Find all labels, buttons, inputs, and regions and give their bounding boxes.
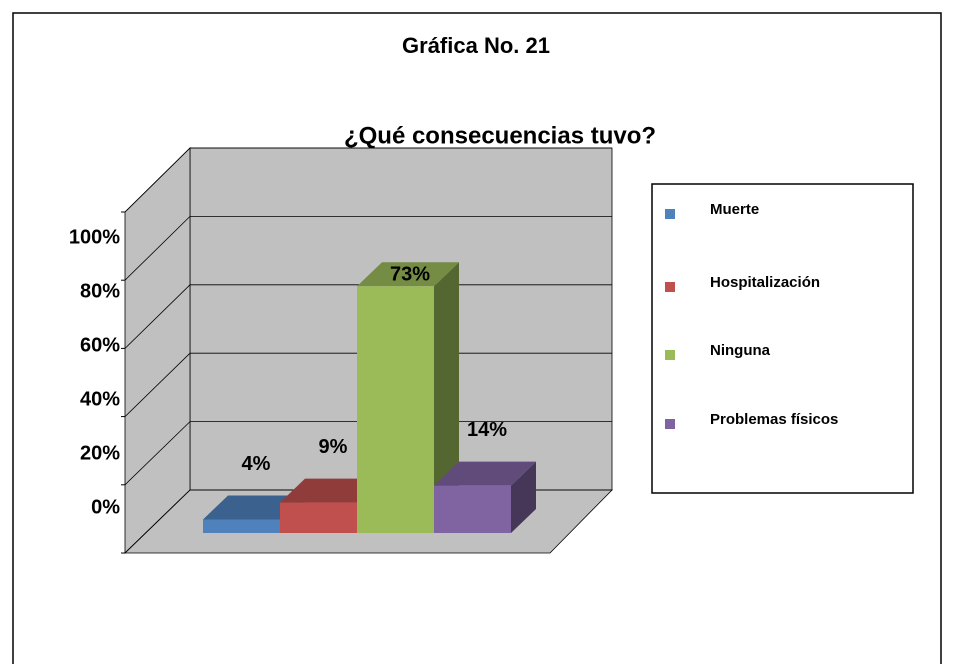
legend-swatch <box>665 282 675 292</box>
legend-label: Problemas físicos <box>710 411 838 428</box>
y-tick-label: 40% <box>80 388 120 410</box>
bar-top <box>434 461 536 486</box>
value-label: 73% <box>390 264 430 286</box>
value-label: 4% <box>242 453 271 475</box>
chart-subtitle: ¿Qué consecuencias tuvo? <box>344 122 656 149</box>
bar-top <box>203 495 305 520</box>
bar-side <box>434 262 459 533</box>
grid-line <box>124 421 191 486</box>
side-wall <box>124 147 191 554</box>
legend-swatch <box>665 419 675 429</box>
value-label: 9% <box>319 436 348 458</box>
grid-line <box>124 284 191 349</box>
bar <box>280 502 357 533</box>
bar-side <box>511 461 536 533</box>
legend-label: Ninguna <box>710 342 771 359</box>
bar-top <box>357 262 459 287</box>
frame <box>12 12 942 664</box>
legend-swatch <box>665 209 675 219</box>
legend <box>651 183 914 494</box>
grid-line <box>124 352 191 417</box>
y-tick-label: 100% <box>69 226 120 248</box>
bar-top <box>280 478 382 503</box>
bar <box>434 485 511 533</box>
grid-line <box>124 489 191 554</box>
y-tick-label: 20% <box>80 442 120 464</box>
bar <box>203 519 280 533</box>
value-label: 14% <box>467 419 507 441</box>
grid-line <box>124 147 191 213</box>
grid-line <box>124 216 191 281</box>
legend-label: Muerte <box>710 201 759 218</box>
bar <box>357 286 434 533</box>
y-tick-label: 0% <box>91 496 120 518</box>
y-tick-label: 60% <box>80 334 120 356</box>
y-tick-label: 80% <box>80 280 120 302</box>
chart-title: Gráfica No. 21 <box>402 33 550 58</box>
legend-label: Hospitalización <box>710 274 820 291</box>
legend-swatch <box>665 350 675 360</box>
